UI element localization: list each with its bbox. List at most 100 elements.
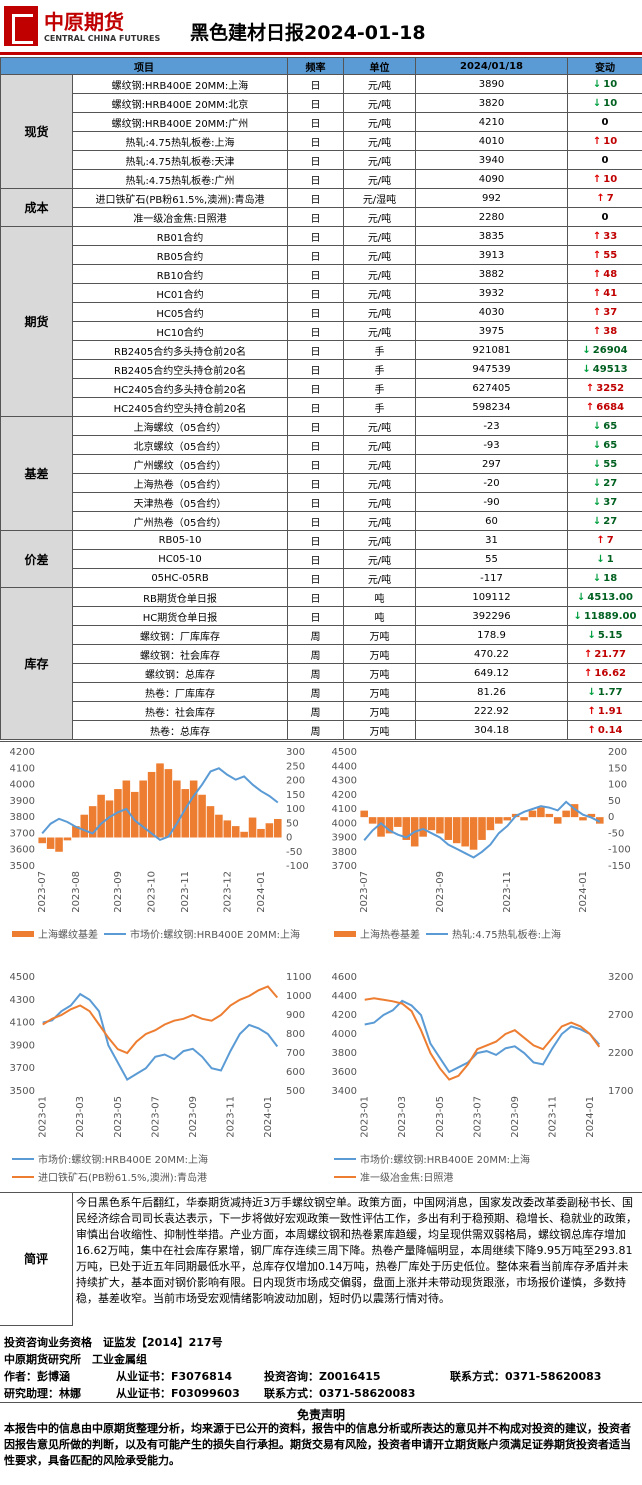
change-arrow: ↓	[592, 477, 602, 489]
change-arrow: ↓	[592, 515, 602, 527]
unit: 万吨	[343, 701, 416, 721]
value: 392296	[415, 606, 568, 626]
line-series	[364, 999, 601, 1074]
table-row: HC10合约日元/吨 3975 ↑ 38	[1, 321, 642, 341]
x-tick-label: 2023-01	[38, 1096, 49, 1138]
unit: 元/吨	[343, 264, 416, 284]
change-value: 4513.00	[587, 591, 633, 603]
report-title: 黑色建材日报2024-01-18	[190, 22, 426, 44]
unit: 元/吨	[343, 549, 416, 569]
change-value: 27	[603, 515, 618, 527]
y2-tick-label: -150	[608, 861, 631, 872]
bar	[419, 817, 427, 837]
y2-tick-label: -100	[608, 845, 631, 856]
bar	[461, 817, 469, 847]
table-row: 螺纹钢：社会库存周万吨 470.22 ↑ 21.77	[1, 644, 642, 664]
x-tick-label: 2023-05	[113, 1096, 124, 1138]
change-arrow: ↓	[587, 629, 596, 641]
y-tick-label: 3500	[10, 1086, 35, 1097]
change-value: 5.15	[597, 629, 623, 641]
change-arrow: ↑	[587, 705, 596, 717]
change-arrow: ↑	[583, 648, 593, 660]
bar	[88, 806, 97, 838]
change-cell: ↑ 7	[567, 188, 642, 208]
change-arrow: ↑	[592, 325, 602, 337]
y-tick-label: 4100	[332, 804, 357, 815]
bar	[528, 810, 537, 818]
table-row: 现货 螺纹钢:HRB400E 20MM:上海日元/吨 3890 ↓ 10	[0, 74, 642, 189]
unit: 吨	[343, 606, 416, 626]
frequency: 日	[287, 321, 344, 341]
item-name: 热卷：社会库存	[72, 701, 288, 721]
change-cell: 0	[567, 207, 642, 227]
column-header: 变动	[567, 57, 642, 75]
x-tick-label: 2024-01	[256, 871, 267, 913]
item-name: 广州螺纹（05合约）	[72, 454, 288, 474]
change-value: 27	[603, 477, 618, 489]
unit: 手	[343, 397, 416, 417]
y-tick-label: 4600	[332, 972, 357, 983]
table-row: 热卷：厂库库存周万吨 81.26 ↓ 1.77	[1, 682, 642, 702]
bar	[579, 817, 587, 821]
item-name: 05HC-05RB	[72, 568, 288, 588]
x-tick-label: 2023-11	[225, 1096, 236, 1138]
change-value: 7	[606, 192, 614, 204]
value: 3940	[415, 150, 568, 170]
item-name: 天津热卷（05合约）	[72, 492, 288, 512]
value: 178.9	[415, 625, 568, 645]
frequency: 日	[287, 435, 344, 455]
value: 3932	[415, 283, 568, 303]
bar	[164, 769, 173, 838]
legend-label: 上海热卷基差	[360, 928, 420, 941]
value: 55	[415, 549, 568, 569]
table-row: 热轧:4.75热轧板卷:天津日元/吨 3940 0	[1, 150, 642, 170]
value: 3913	[415, 245, 568, 265]
item-name: HC2405合约空头持仓前20名	[72, 397, 288, 417]
bar	[596, 817, 604, 824]
table-row: 库存 RB期货仓单日报日吨 109112 ↓ 4513.00	[0, 587, 642, 740]
column-header: 2024/01/18	[415, 57, 568, 75]
change-arrow: ↓	[592, 572, 602, 584]
item-name: 热卷：总库存	[72, 720, 288, 740]
change-cell: ↑ 41	[567, 283, 642, 303]
y-tick-label: 3400	[332, 1086, 357, 1097]
change-value: 1	[606, 553, 614, 565]
unit: 元/湿吨	[343, 188, 416, 208]
bar	[520, 817, 528, 821]
frequency: 日	[287, 264, 344, 284]
table-row: HC01合约日元/吨 3932 ↑ 41	[1, 283, 642, 303]
value: 3820	[415, 93, 568, 113]
frequency: 日	[287, 207, 344, 227]
group-name: 价差	[0, 530, 73, 588]
item-name: 螺纹钢：厂库库存	[72, 625, 288, 645]
value: 3882	[415, 264, 568, 284]
unit: 万吨	[343, 625, 416, 645]
item-name: RB10合约	[72, 264, 288, 284]
value: 304.18	[415, 720, 568, 740]
y2-tick-label: -50	[608, 828, 624, 839]
group-name: 成本	[0, 188, 73, 227]
legend-label: 热轧:4.75热轧板卷:上海	[452, 928, 561, 941]
frequency: 日	[287, 530, 344, 550]
frequency: 周	[287, 682, 344, 702]
bar	[368, 817, 377, 824]
table-row: HC05-10 日元/吨 55 ↓ 1	[1, 549, 642, 569]
item-name: RB期货仓单日报	[72, 587, 288, 607]
change-value: 10	[603, 135, 618, 147]
change-cell: ↓ 27	[567, 511, 642, 531]
change-value: 55	[603, 249, 618, 261]
header-row: 项目 频率 单位 2024/01/18 变动	[0, 57, 642, 75]
y-tick-label: 4000	[332, 1029, 357, 1040]
change-arrow: ↑	[596, 192, 605, 204]
x-tick-label: 2023-09	[188, 1096, 199, 1138]
line-series	[41, 767, 279, 842]
change-arrow: ↓	[582, 344, 591, 356]
frequency: 日	[287, 245, 344, 265]
item-name: 螺纹钢：总库存	[72, 663, 288, 683]
value: 2280	[415, 207, 568, 227]
y-tick-label: 3900	[10, 796, 35, 807]
y-tick-label: 4200	[332, 1010, 357, 1021]
y-tick-label: 4400	[332, 991, 357, 1002]
disclaimer-text: 本报告中的信息由中原期货整理分析，均来源于已公开的资料，报告中的信息分析或所表达…	[4, 1422, 631, 1467]
unit: 元/吨	[343, 302, 416, 322]
